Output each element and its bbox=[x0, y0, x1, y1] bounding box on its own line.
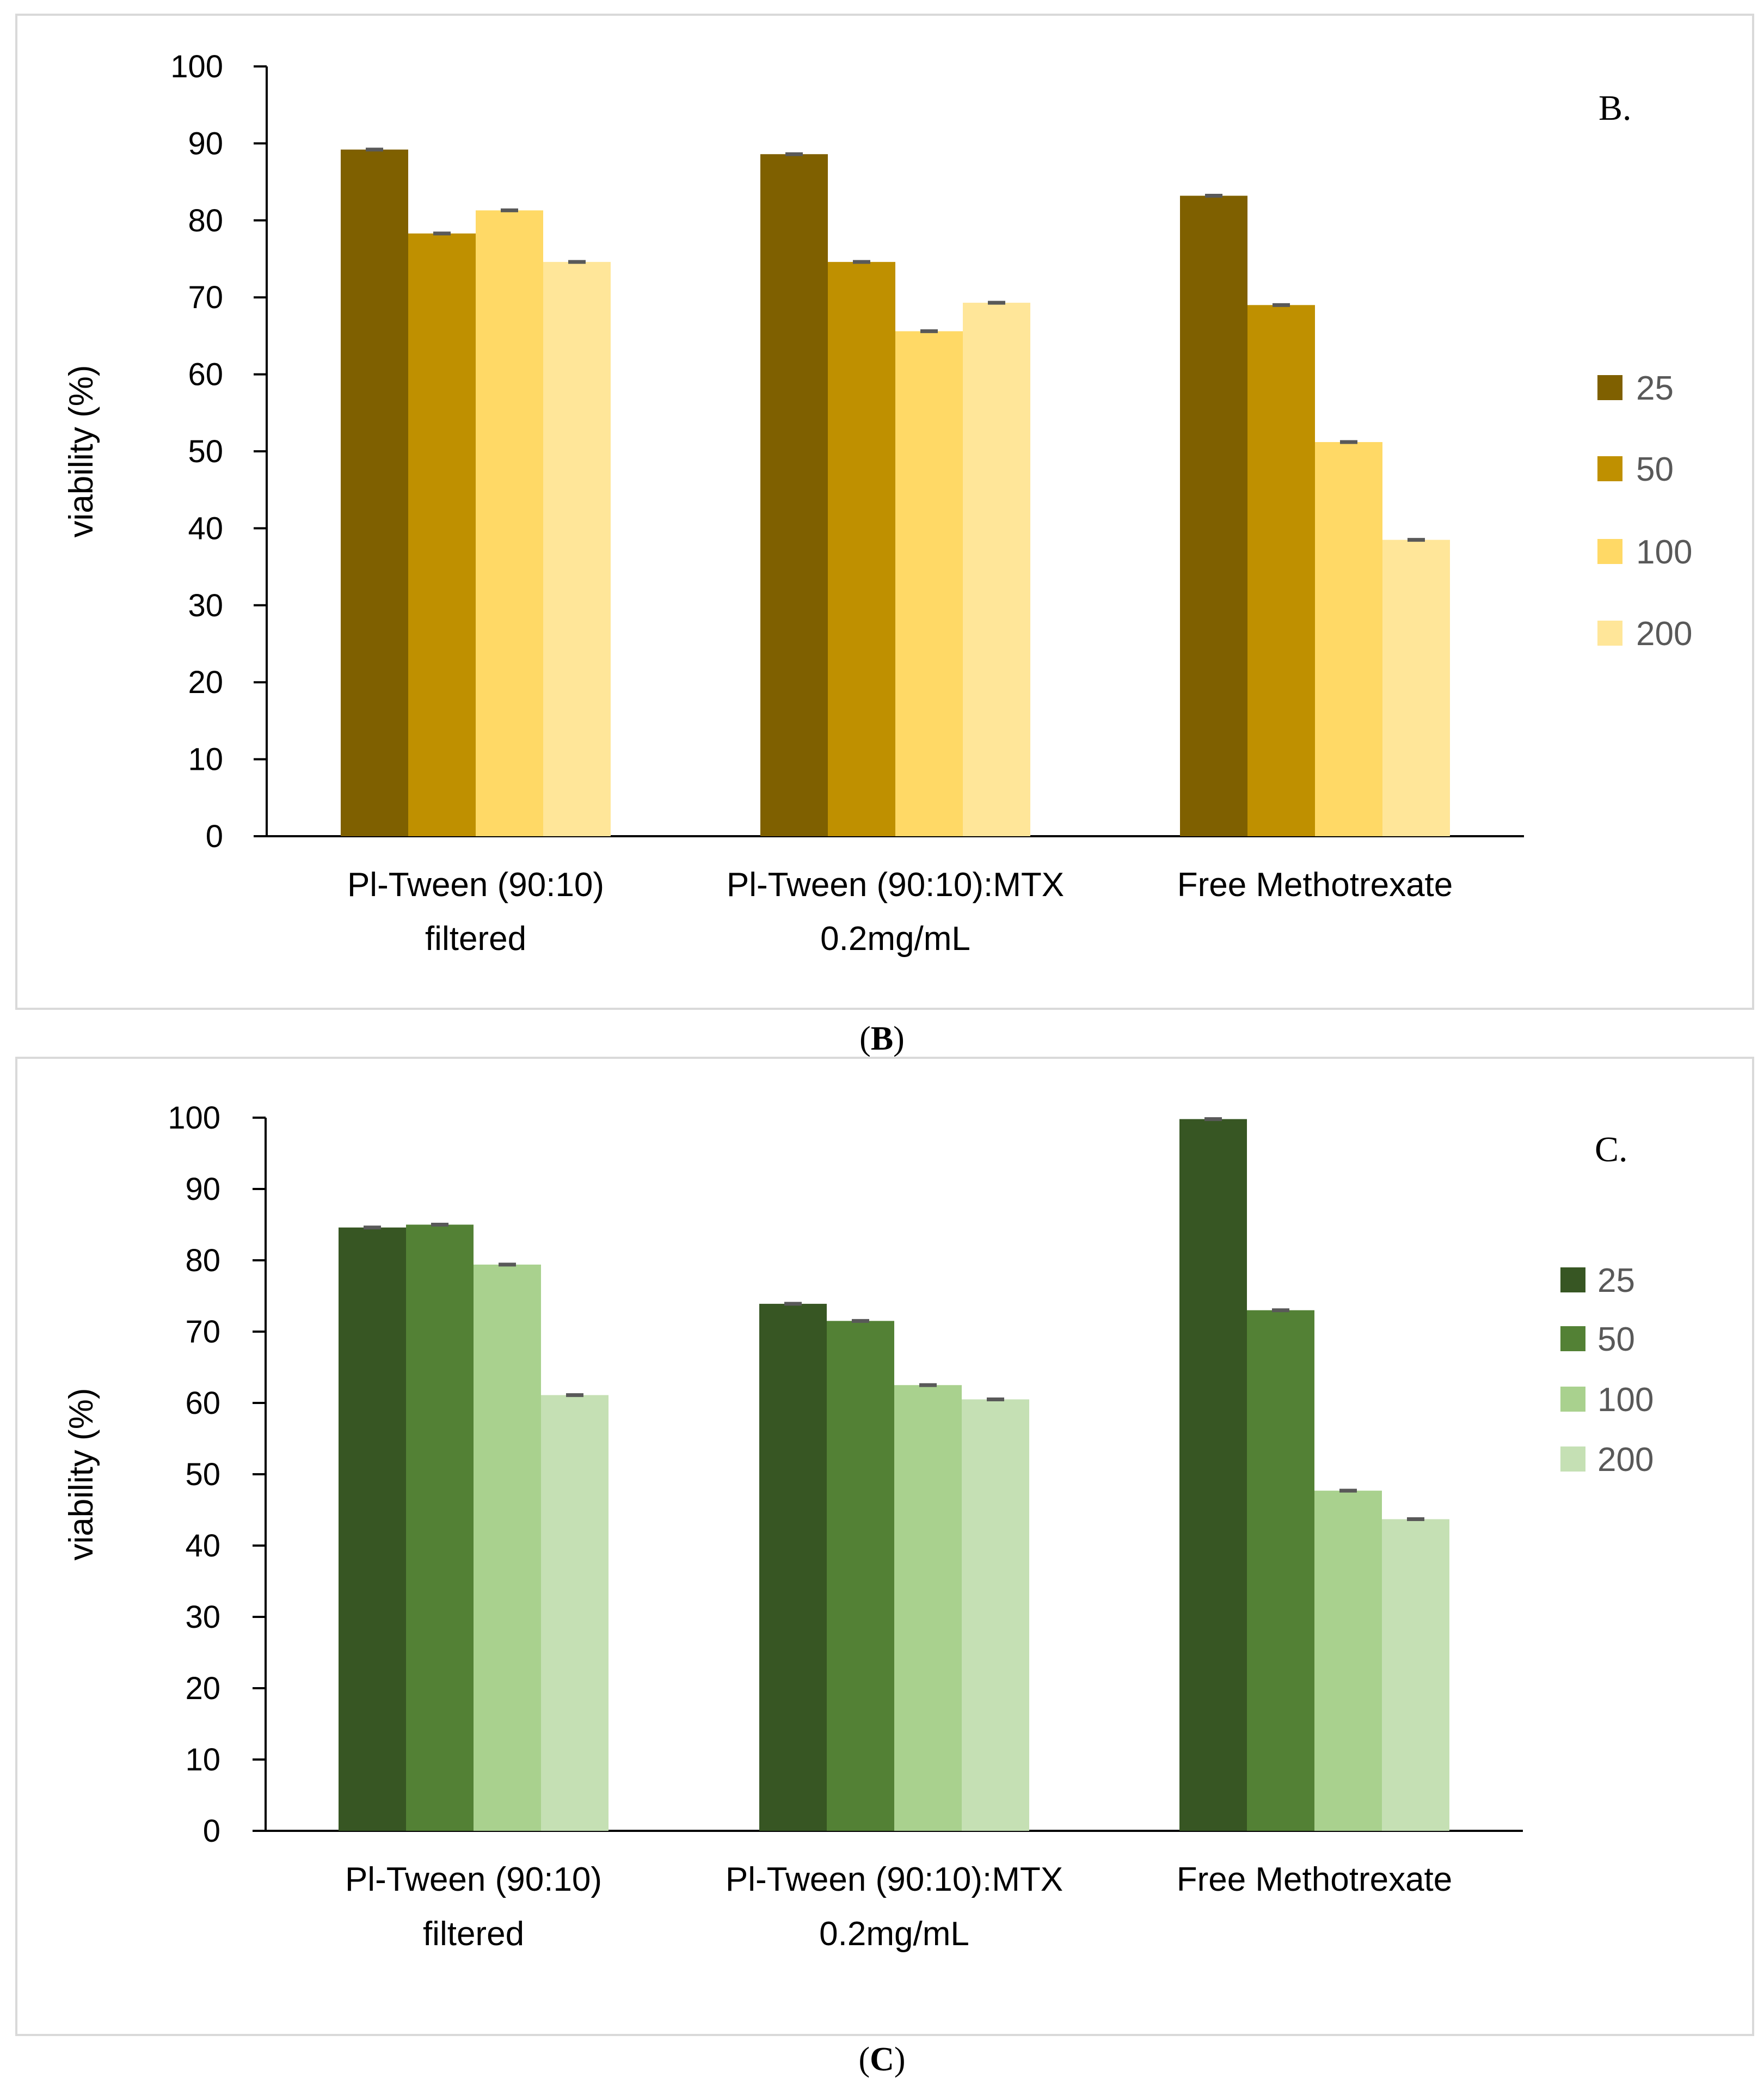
y-tick-label: 20 bbox=[185, 1671, 220, 1706]
caption-b-letter: B bbox=[870, 1020, 894, 1057]
legend-swatch-200 bbox=[1597, 621, 1622, 646]
bar-100-cat-0 bbox=[474, 1264, 541, 1831]
legend-swatch-25 bbox=[1560, 1267, 1585, 1292]
y-tick-label: 20 bbox=[188, 665, 223, 700]
y-tick-label: 0 bbox=[206, 819, 223, 854]
bar-100-cat-1 bbox=[895, 331, 963, 836]
bar-100-cat-0 bbox=[476, 210, 543, 837]
x-category-label: 0.2mg/mL bbox=[820, 920, 970, 958]
x-category-label: Free Methotrexate bbox=[1177, 866, 1453, 904]
x-category-label: Pl-Tween (90:10) bbox=[345, 1861, 602, 1898]
y-tick-label: 80 bbox=[188, 203, 223, 238]
bar-200-cat-2 bbox=[1382, 540, 1450, 836]
y-tick-label: 50 bbox=[188, 434, 223, 469]
y-tick-label: 10 bbox=[188, 742, 223, 777]
y-tick-label: 80 bbox=[185, 1243, 220, 1278]
bar-50-cat-0 bbox=[406, 1224, 474, 1831]
legend-label-50: 50 bbox=[1597, 1321, 1635, 1358]
caption-c-letter: C bbox=[870, 2041, 894, 2078]
bar-200-cat-0 bbox=[543, 262, 611, 836]
x-category-label: Free Methotrexate bbox=[1177, 1861, 1453, 1898]
legend-label-50: 50 bbox=[1636, 451, 1674, 488]
x-category-label: Pl-Tween (90:10):MTX bbox=[727, 866, 1064, 904]
bar-50-cat-1 bbox=[828, 262, 895, 836]
y-tick-label: 60 bbox=[185, 1386, 220, 1421]
y-tick-label: 60 bbox=[188, 357, 223, 393]
legend-label-100: 100 bbox=[1597, 1381, 1654, 1419]
y-tick-label: 70 bbox=[185, 1314, 220, 1350]
y-tick-label: 100 bbox=[170, 49, 223, 84]
x-category-label: filtered bbox=[425, 920, 526, 958]
legend-swatch-25 bbox=[1597, 375, 1622, 400]
x-category-label: Pl-Tween (90:10) bbox=[347, 866, 604, 904]
bar-100-cat-2 bbox=[1314, 1491, 1382, 1831]
bar-100-cat-2 bbox=[1315, 442, 1382, 836]
legend-swatch-100 bbox=[1597, 539, 1622, 564]
bar-200-cat-1 bbox=[962, 1399, 1029, 1831]
x-category-label: Pl-Tween (90:10):MTX bbox=[726, 1861, 1063, 1898]
legend-swatch-100 bbox=[1560, 1387, 1585, 1412]
legend-label-200: 200 bbox=[1597, 1441, 1654, 1479]
y-tick-label: 90 bbox=[185, 1172, 220, 1207]
legend-swatch-200 bbox=[1560, 1446, 1585, 1472]
bar-25-cat-2 bbox=[1179, 1119, 1247, 1831]
legend-label-200: 200 bbox=[1636, 615, 1692, 653]
legend-label-25: 25 bbox=[1597, 1262, 1635, 1299]
caption-c: (C) bbox=[858, 2041, 906, 2078]
x-category-label: 0.2mg/mL bbox=[819, 1915, 969, 1953]
y-tick-label: 70 bbox=[188, 280, 223, 315]
y-tick-label: 90 bbox=[188, 126, 223, 161]
bar-200-cat-0 bbox=[541, 1395, 609, 1831]
bar-100-cat-1 bbox=[894, 1385, 962, 1831]
y-tick-label: 100 bbox=[168, 1100, 220, 1136]
bar-200-cat-1 bbox=[963, 303, 1030, 836]
bar-200-cat-2 bbox=[1382, 1519, 1449, 1831]
y-tick-label: 10 bbox=[185, 1742, 220, 1777]
y-axis-title: viability (%) bbox=[63, 365, 100, 538]
plot-area: 0 10 20 30 40 50 60 70 80 90 100 viability (%) Pl-Tw… bbox=[63, 49, 1692, 958]
chart-panel-c: 0 10 20 30 40 50 60 70 80 90 100 viability (%) Pl-Tw… bbox=[15, 1057, 1754, 2036]
bar-50-cat-2 bbox=[1247, 305, 1315, 836]
bar-50-cat-0 bbox=[408, 233, 476, 836]
y-tick-label: 30 bbox=[185, 1599, 220, 1635]
legend-swatch-50 bbox=[1560, 1326, 1585, 1351]
y-tick-label: 40 bbox=[188, 511, 223, 546]
legend-label-25: 25 bbox=[1636, 370, 1674, 407]
bar-50-cat-1 bbox=[827, 1321, 894, 1831]
y-tick-label: 40 bbox=[185, 1528, 220, 1564]
panel-label: B. bbox=[1599, 88, 1632, 128]
y-tick-label: 50 bbox=[185, 1457, 220, 1492]
bar-25-cat-2 bbox=[1180, 195, 1247, 836]
plot-area: 0 10 20 30 40 50 60 70 80 90 100 viability (%) Pl-Tw… bbox=[63, 1100, 1654, 1953]
bar-25-cat-0 bbox=[339, 1227, 406, 1831]
legend-label-100: 100 bbox=[1636, 534, 1692, 571]
bar-50-cat-2 bbox=[1247, 1310, 1314, 1831]
legend-swatch-50 bbox=[1597, 456, 1622, 481]
chart-panel-b: 0 10 20 30 40 50 60 70 80 90 100 viability (%) Pl-Tw… bbox=[15, 14, 1754, 1010]
panel-label: C. bbox=[1595, 1130, 1628, 1169]
bar-25-cat-1 bbox=[760, 154, 828, 836]
y-axis-title: viability (%) bbox=[63, 1388, 100, 1561]
y-tick-label: 0 bbox=[203, 1813, 220, 1849]
bar-25-cat-0 bbox=[341, 149, 408, 836]
bar-25-cat-1 bbox=[759, 1303, 827, 1831]
caption-b: (B) bbox=[859, 1020, 905, 1057]
y-tick-label: 30 bbox=[188, 588, 223, 623]
x-category-label: filtered bbox=[423, 1915, 524, 1953]
